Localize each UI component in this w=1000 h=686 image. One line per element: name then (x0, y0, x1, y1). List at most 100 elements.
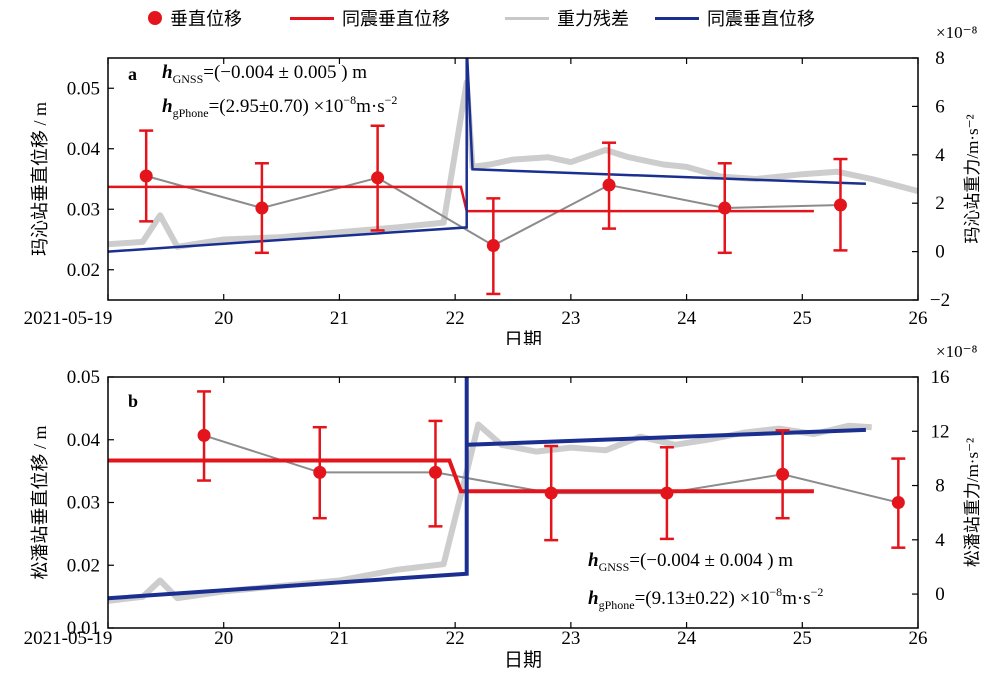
data-point (428, 419, 443, 528)
displacement-marker (718, 201, 732, 215)
panel-b-chart: 2021-05-19 20 21 22 23 24 25 26 日期 0.01 0.02 0.03 0.… (24, 345, 982, 671)
data-point (602, 141, 617, 230)
y2-tick-label: 2 (935, 193, 945, 214)
legend-line-icon (290, 16, 334, 20)
displacement-marker (139, 169, 153, 183)
x-axis-label: 日期 (504, 649, 542, 671)
x-tick-label: 25 (793, 628, 812, 649)
data-point (370, 124, 385, 232)
gravity-fit-line (108, 377, 866, 601)
x-tick-label: 21 (330, 308, 349, 329)
y2-axis-label: 玛沁站重力/m·s⁻² (963, 114, 982, 243)
legend-line-icon (655, 16, 699, 20)
data-point (254, 162, 269, 255)
data-point (659, 446, 674, 541)
legend-label: 重力残差 (557, 9, 629, 29)
data-point (891, 457, 906, 549)
displacement-marker (544, 486, 558, 500)
x-tick-label: 24 (677, 308, 697, 329)
displacement-marker (428, 465, 442, 479)
displacement-marker (197, 428, 211, 442)
data-point (544, 444, 559, 542)
annotation-gnss: hGNSS=(−0.004 ± 0.004 ) m (588, 550, 793, 574)
legend-line-icon (505, 16, 549, 20)
y-tick-label: 0.05 (67, 367, 100, 388)
legend-marker-icon (148, 11, 162, 25)
x-tick-label: 2021-05-19 (24, 308, 113, 329)
y-tick-label: 0.05 (67, 78, 100, 99)
y2-tick-label: 8 (935, 476, 945, 497)
displacement-marker (660, 486, 674, 500)
legend-item-gravity-residual: 重力残差 (505, 6, 629, 30)
panel-a-chart: 2021-05-19 20 21 22 23 24 25 26日期0.020.030.040.… (24, 23, 982, 345)
annotation-gnss: hGNSS=(−0.004 ± 0.005 ) m (162, 62, 367, 86)
x-tick-label: 24 (677, 628, 697, 649)
y2-tick-label: 12 (931, 421, 950, 442)
y2-tick-label: 8 (935, 48, 945, 69)
legend: 垂直位移 同震垂直位移 重力残差 同震垂直位移 (0, 2, 1000, 34)
displacement-marker (313, 465, 327, 479)
x-tick-label: 2021-05-19 (24, 628, 113, 649)
x-tick-label: 21 (330, 628, 349, 649)
data-point (139, 129, 154, 223)
x-tick-label: 20 (214, 628, 233, 649)
y-tick-label: 0.04 (67, 139, 101, 160)
x-tick-label: 26 (909, 628, 928, 649)
gravity-residual-line (108, 421, 872, 604)
displacement-marker (486, 239, 500, 253)
y2-tick-label: 0 (935, 242, 945, 263)
y2-multiplier: ×10⁻⁸ (936, 345, 978, 361)
y-tick-label: 0.02 (67, 260, 100, 281)
data-point (197, 390, 212, 482)
data-point (486, 197, 501, 296)
legend-label: 垂直位移 (170, 9, 242, 29)
panel-label: b (128, 391, 138, 411)
legend-label: 同震垂直位移 (707, 9, 815, 29)
legend-label: 同震垂直位移 (342, 9, 450, 29)
data-point (717, 162, 732, 255)
annotation-gphone: hgPhone=(2.95±0.70) ×10−8m·s−2 (162, 93, 397, 120)
y-tick-label: 0.03 (67, 199, 100, 220)
y-axis-label: 玛沁站垂直位移 / m (30, 102, 50, 256)
legend-item-coseismic-displacement: 同震垂直位移 (290, 6, 450, 30)
y-tick-label: 0.01 (67, 618, 100, 639)
displacement-marker (833, 198, 847, 212)
displacement-marker (602, 178, 616, 192)
x-tick-label: 25 (793, 308, 812, 329)
x-tick-label: 23 (561, 308, 580, 329)
x-tick-label: 20 (214, 308, 233, 329)
y2-tick-label: −2 (930, 290, 950, 311)
plot-frame (107, 57, 919, 301)
gravity-fit-line (108, 58, 866, 253)
x-tick-label: 23 (561, 628, 580, 649)
y-tick-label: 0.02 (67, 555, 100, 576)
legend-item-displacement-points: 垂直位移 (140, 6, 242, 30)
data-point (312, 425, 327, 520)
displacement-marker (255, 201, 269, 215)
y-axis-label: 松潘站垂直位移 / m (30, 425, 50, 579)
x-tick-label: 26 (909, 308, 928, 329)
x-tick-label: 22 (446, 628, 465, 649)
y-tick-label: 0.04 (67, 430, 101, 451)
coseismic-displacement-line (108, 185, 814, 213)
y2-multiplier: ×10⁻⁸ (936, 23, 978, 42)
y2-tick-label: 6 (935, 96, 945, 117)
y2-tick-label: 4 (935, 530, 945, 551)
y2-tick-label: 0 (935, 584, 945, 605)
data-point (833, 157, 848, 252)
annotation-gphone: hgPhone=(9.13±0.22) ×10−8m·s−2 (588, 585, 823, 612)
x-tick-label: 22 (446, 308, 465, 329)
legend-item-coseismic-gravity: 同震垂直位移 (655, 6, 815, 30)
displacement-marker (776, 467, 790, 481)
y2-tick-label: 16 (931, 367, 950, 388)
y-tick-label: 0.03 (67, 493, 100, 514)
displacement-marker (371, 171, 385, 185)
displacement-marker (891, 496, 905, 509)
y2-tick-label: 4 (935, 145, 945, 166)
y2-axis-label: 松潘站重力/m·s⁻² (963, 438, 982, 567)
panel-label: a (128, 64, 137, 84)
x-axis-label: 日期 (504, 329, 542, 345)
data-point (775, 429, 790, 520)
coseismic-displacement-line (108, 458, 814, 494)
